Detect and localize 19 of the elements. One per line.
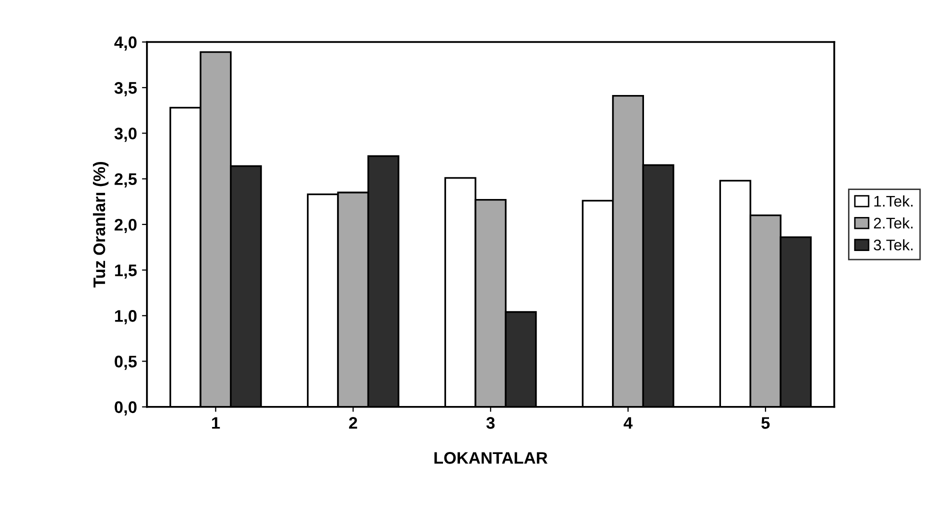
x-tick-label: 3 <box>486 417 495 429</box>
y-tick-label: 2,5 <box>114 173 137 188</box>
y-tick-label: 4,0 <box>114 36 137 51</box>
x-axis-title: LOKANTALAR <box>434 452 548 464</box>
legend-label: 1.Tek. <box>874 195 913 207</box>
legend-label: 3.Tek. <box>874 239 913 250</box>
x-tick-label: 1 <box>212 417 220 429</box>
y-tick-label: 0,5 <box>114 356 137 370</box>
y-axis-title: Tuz Oranları (%) <box>92 162 108 288</box>
x-tick-label: 4 <box>624 417 633 429</box>
legend-label: 2.Tek. <box>874 217 913 229</box>
y-tick-label: 0,0 <box>114 401 137 416</box>
y-tick-label: 1,5 <box>115 264 137 279</box>
x-tick-label: 2 <box>349 417 358 429</box>
y-tick-label: 1,0 <box>115 310 137 324</box>
x-tick-label: 5 <box>761 417 770 429</box>
y-tick-label: 3,0 <box>114 128 137 142</box>
y-tick-label: 3,5 <box>114 82 137 96</box>
y-tick-label: 2,0 <box>114 218 137 234</box>
